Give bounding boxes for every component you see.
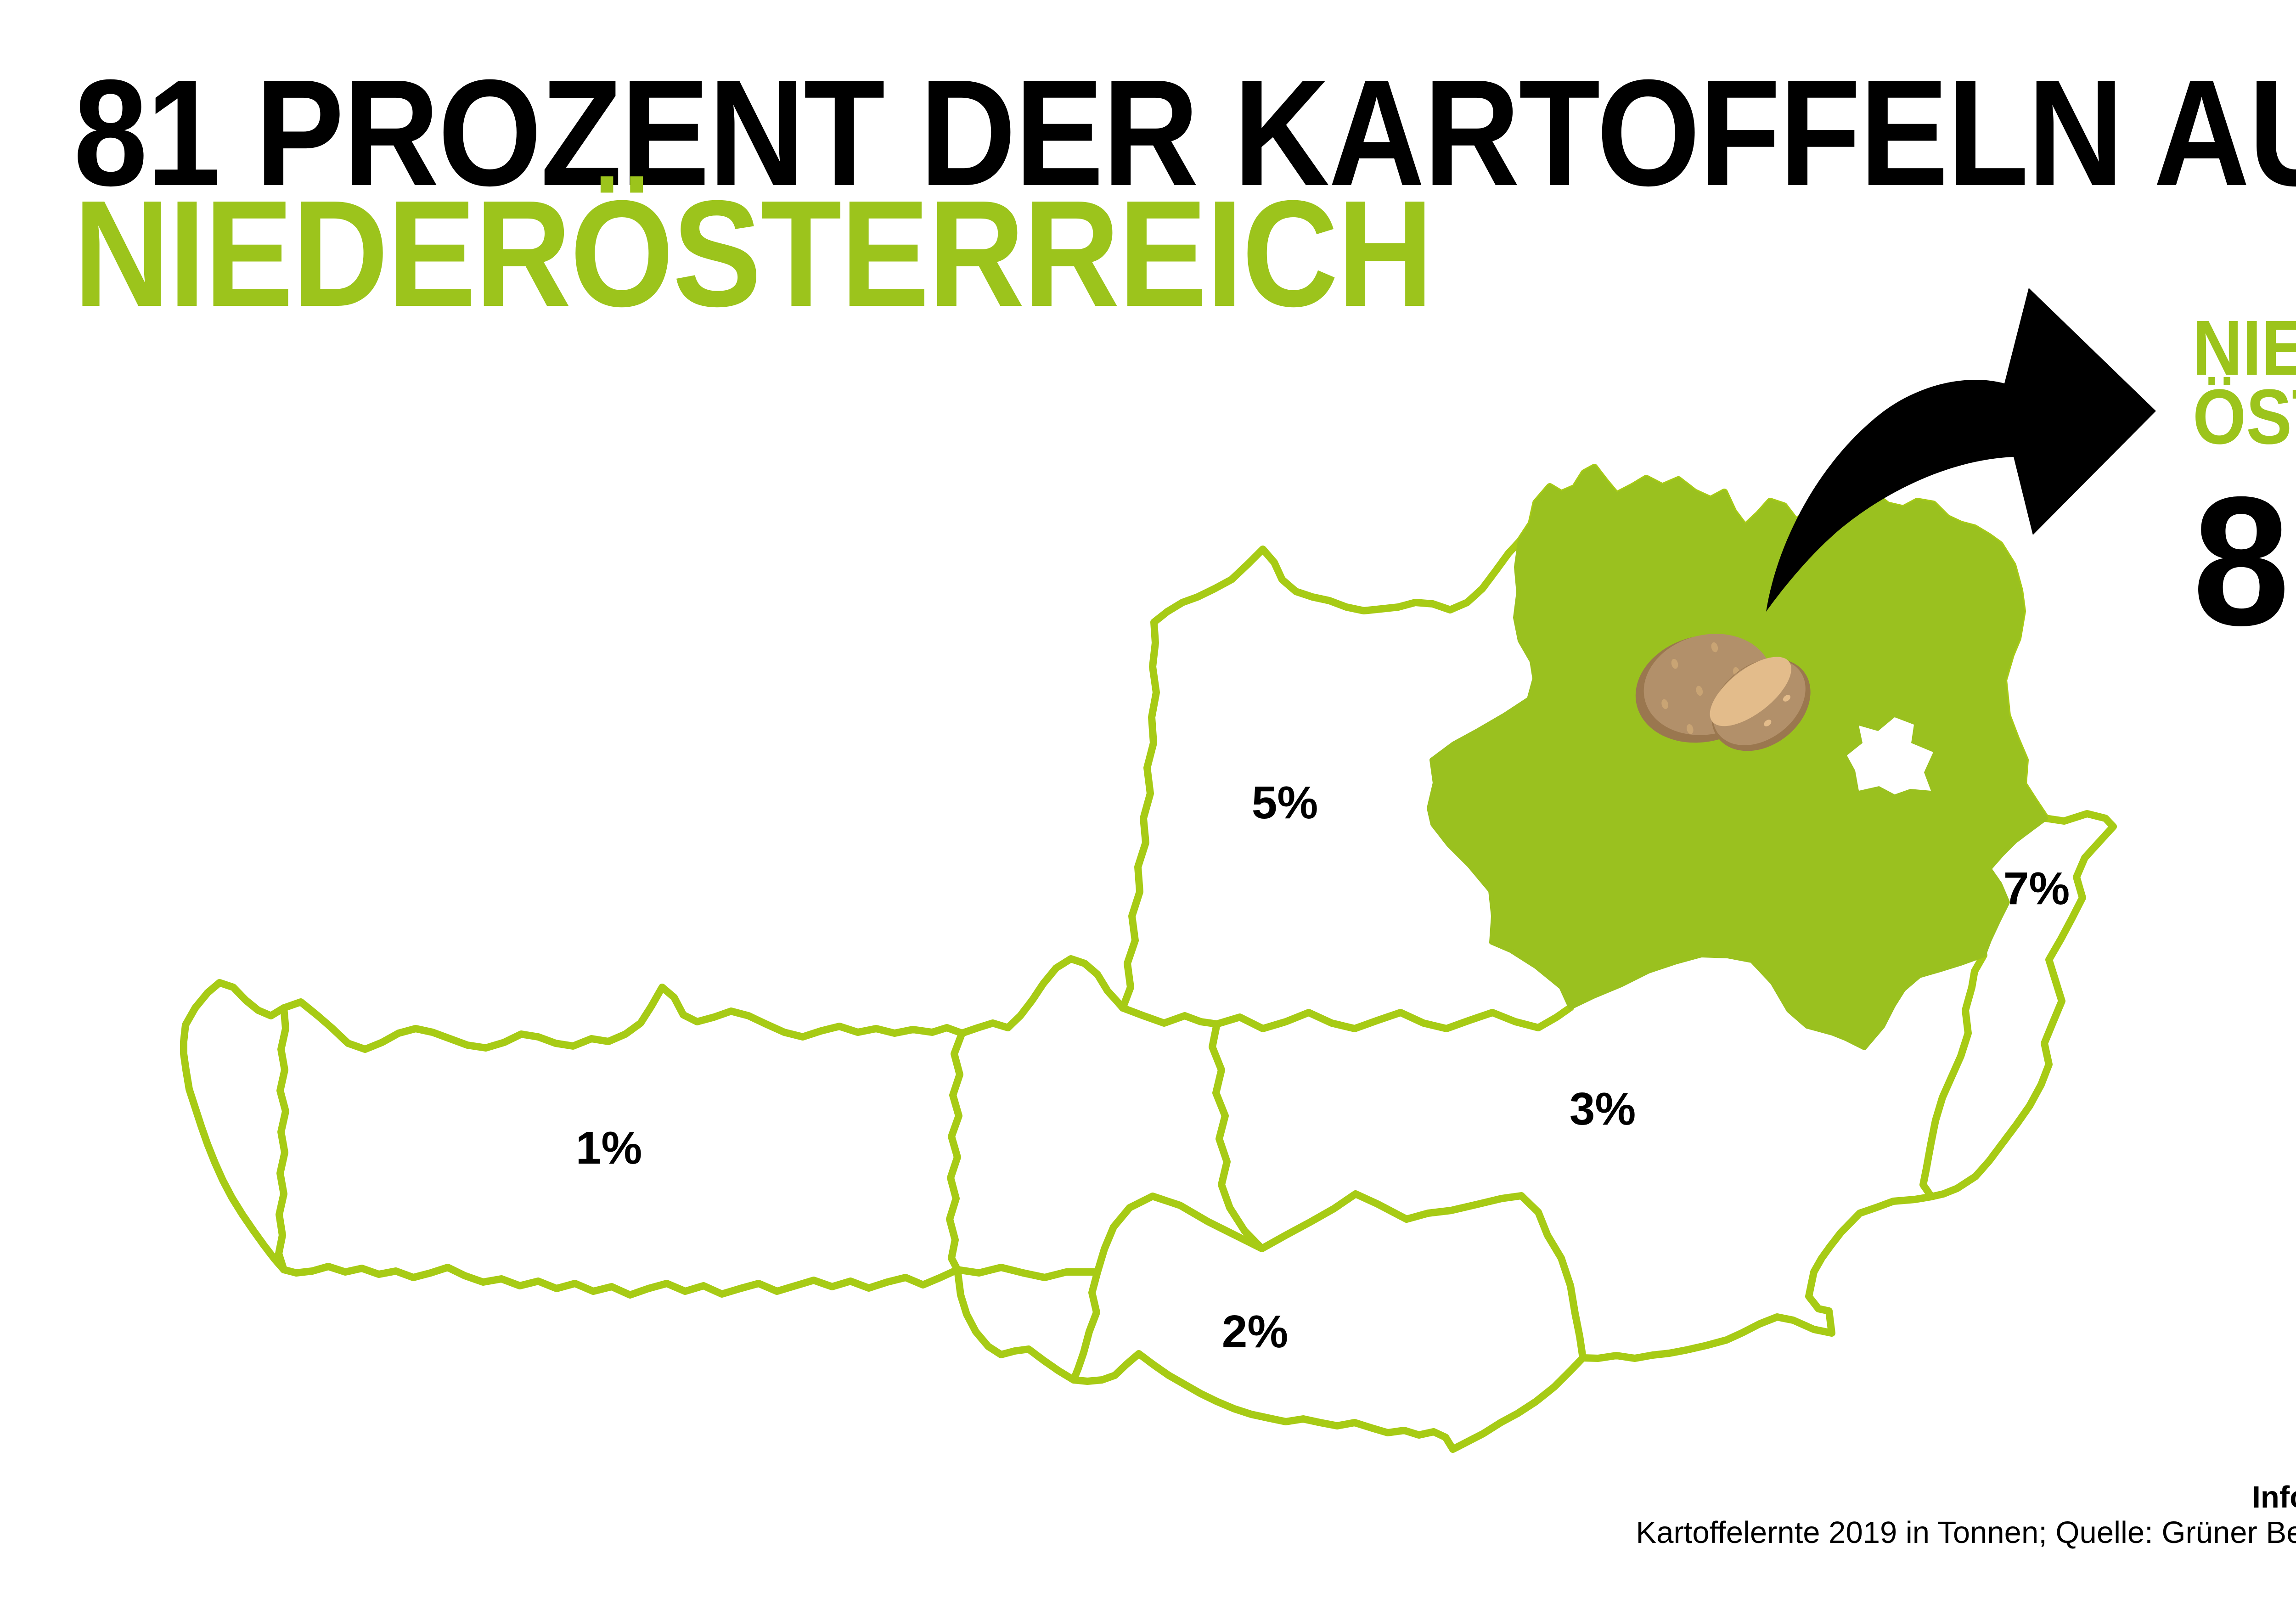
footer-credit-block: Infografik © Land schafft Leben 2020 Kar… — [1636, 1480, 2296, 1550]
callout-region-line-1: NIEDER- — [2193, 304, 2296, 392]
footer-credit: Infografik © Land schafft Leben 2020 — [2252, 1480, 2296, 1514]
border-tirol-salzburg — [946, 1030, 966, 1273]
border-oberoesterreich-steiermark — [1213, 1004, 1574, 1032]
footer-source: Kartoffelernte 2019 in Tonnen; Quelle: G… — [1636, 1515, 2296, 1550]
border-osttirol-kaernten — [1070, 1268, 1101, 1384]
border-vorarlberg-tirol — [275, 1004, 289, 1273]
title-line-2: NIEDERÖSTERREICH — [73, 169, 1434, 338]
map-label-kaernten: 2% — [1221, 1306, 1289, 1357]
callout-value: 81% — [2193, 458, 2296, 664]
map-label-oberoesterreich: 5% — [1251, 777, 1318, 828]
region-wien-hole — [1847, 717, 1933, 794]
border-steiermark-burgenland — [1919, 951, 1987, 1200]
map-label-burgenland: 7% — [2003, 863, 2070, 914]
border-salzburg-kaernten — [1094, 1193, 1266, 1276]
state-borders — [275, 951, 1987, 1384]
border-salzburg-osttirol — [954, 1264, 1101, 1281]
potato-icon — [1635, 634, 1811, 751]
title-line-1: 81 PROZENT DER KARTOFFELN AUS — [73, 48, 2296, 217]
region-niederoesterreich-highlight — [1427, 465, 2048, 1050]
arrow-icon — [1766, 288, 2156, 612]
border-salzburg-steiermark — [1209, 1020, 1266, 1252]
map-label-tirol: 1% — [575, 1122, 642, 1174]
map-label-steiermark: 3% — [1569, 1083, 1636, 1135]
border-kaernten-steiermark — [1258, 1190, 1587, 1362]
callout-region-line-2: ÖSTERREICH — [2193, 373, 2296, 461]
border-salzburg-oberoesterreich — [1119, 1004, 1221, 1028]
